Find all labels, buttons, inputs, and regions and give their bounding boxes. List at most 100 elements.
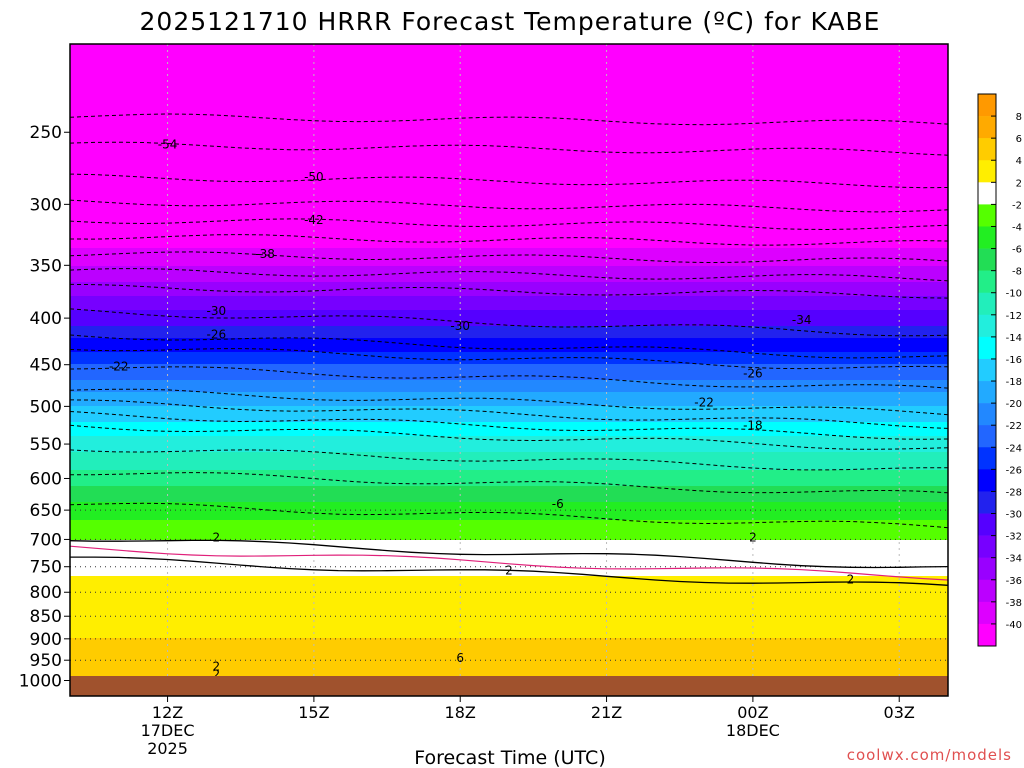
temp-band [70,672,948,675]
temp-band [70,518,948,521]
colorbar-label: -36 [1006,576,1022,587]
zero-contour-line [70,556,948,586]
temp-band [70,60,948,63]
temp-band [70,432,948,435]
temp-band [70,400,948,403]
colorbar-swatch [978,557,996,581]
temp-band [70,384,948,387]
colorbar-swatch [978,535,996,558]
temp-band [70,166,948,169]
colorbar-label: -22 [1006,421,1022,432]
temp-band [70,670,948,673]
temp-band [70,316,948,319]
colorbar-label: -10 [1006,289,1022,300]
temp-band [70,226,948,229]
temp-band [70,182,948,185]
contour-label: -26 [207,328,227,342]
temp-band [70,556,948,559]
temp-band [70,142,948,145]
y-tick-label: 600 [30,469,62,489]
temp-band [70,292,948,295]
temp-band [70,294,948,297]
x-tick-label: 00Z [737,703,768,722]
contour-label: -38 [255,247,275,261]
temp-band [70,428,948,431]
temp-band [70,578,948,581]
temp-band [70,394,948,397]
temp-band [70,234,948,237]
temp-band [70,108,948,111]
colorbar-swatch [978,623,996,647]
colorbar-swatch [978,226,996,249]
temp-band [70,368,948,371]
temp-band [70,460,948,463]
temp-band [70,472,948,475]
temp-band [70,212,948,215]
temp-band [70,450,948,453]
temp-band [70,498,948,501]
temp-band [70,176,948,179]
temp-band [70,64,948,67]
temp-band [70,420,948,423]
temp-band [70,78,948,81]
x-tick-label: 18Z [445,703,476,722]
temp-band [70,416,948,419]
temp-band [70,240,948,243]
temp-band [70,336,948,339]
colorbar-swatch [978,116,996,139]
temp-band [70,52,948,55]
temp-band [70,268,948,271]
temp-band [70,544,948,547]
contour-label: -42 [304,213,324,227]
temp-band [70,470,948,473]
temp-band [70,528,948,531]
temp-band [70,546,948,549]
temp-band [70,372,948,375]
temp-band [70,74,948,77]
colorbar-label: -4 [1012,222,1022,233]
temp-band [70,376,948,379]
colorbar-border [977,93,997,647]
colorbar-label: -2 [1012,200,1022,211]
temp-band [70,424,948,427]
temp-band [70,362,948,365]
temp-band [70,664,948,667]
x-tick-label: 2025 [147,739,188,758]
temp-band [70,214,948,217]
colorbar-label: -28 [1006,487,1022,498]
temp-band [70,308,948,311]
contour-label: 2 [213,531,221,545]
temp-band [70,300,948,303]
temp-band [70,94,948,97]
temp-band [70,180,948,183]
temp-band [70,172,948,175]
temp-band [70,516,948,519]
temp-band [70,350,948,353]
temp-band [70,360,948,363]
temp-band [70,654,948,657]
temp-band [70,138,948,141]
temp-band [70,322,948,325]
temp-band [70,564,948,567]
zero-contour-line [70,539,948,569]
temp-band [70,272,948,275]
temp-band [70,236,948,239]
temp-band [70,542,948,545]
temp-band [70,348,948,351]
temp-band [70,274,948,277]
temp-band [70,666,948,669]
temp-band [70,502,948,505]
temp-band [70,320,948,323]
colorbar-swatch [978,447,996,470]
temperature-bands [70,44,948,696]
temp-band [70,190,948,193]
temp-band [70,276,948,279]
temp-band [70,88,948,91]
temp-band [70,356,948,359]
temp-band [70,204,948,207]
colorbar-swatch [978,182,996,205]
temp-band [70,500,948,503]
plot-border [69,43,949,697]
temp-band [70,530,948,533]
colorbar-label: -32 [1006,532,1022,543]
